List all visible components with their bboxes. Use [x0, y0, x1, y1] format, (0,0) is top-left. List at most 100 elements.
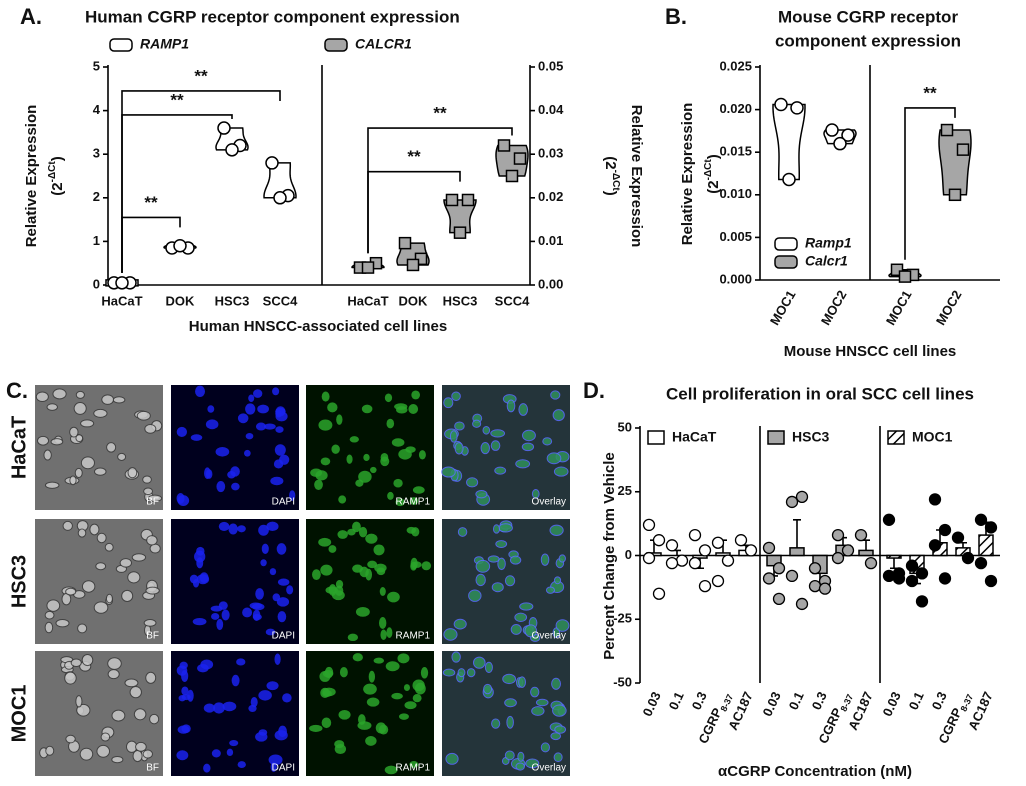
cell	[384, 765, 398, 775]
cell	[69, 475, 77, 486]
data-point	[273, 191, 287, 205]
cell	[410, 557, 418, 570]
significance-bracket	[367, 127, 513, 254]
data-point	[762, 541, 776, 554]
cell	[145, 586, 160, 595]
cell	[525, 758, 540, 769]
data-point	[928, 493, 942, 506]
image-label: Overlay	[532, 497, 566, 508]
cell	[531, 706, 545, 716]
data-point	[406, 258, 420, 272]
cell	[358, 714, 366, 725]
significance-label: **	[433, 104, 447, 123]
cell	[249, 602, 263, 609]
cell	[149, 713, 160, 725]
cell	[200, 659, 214, 670]
image-label: RAMP1	[396, 631, 431, 642]
cell	[391, 692, 403, 700]
cell	[245, 403, 256, 415]
cell	[442, 668, 456, 677]
y-axis-label: Relative Expression	[23, 105, 40, 248]
significance-label: **	[923, 83, 937, 102]
cell	[203, 763, 211, 773]
cell	[255, 588, 264, 600]
data-point	[665, 557, 679, 570]
x-tick-label: SCC4	[495, 293, 530, 308]
cell	[365, 736, 377, 746]
cell	[412, 679, 425, 692]
cell	[268, 754, 283, 766]
cell	[100, 732, 111, 742]
cell	[338, 495, 347, 504]
cell	[176, 665, 188, 676]
legend-label: MOC1	[912, 429, 953, 445]
data-point	[905, 559, 919, 572]
image-label: RAMP1	[396, 763, 431, 774]
cell	[347, 633, 359, 642]
cell	[483, 683, 493, 695]
micrograph	[35, 519, 163, 644]
cell	[205, 469, 213, 479]
legend-label: HSC3	[792, 429, 830, 445]
cell	[75, 695, 83, 708]
cell	[218, 521, 230, 531]
y-tick-label: 0.025	[719, 58, 752, 73]
data-point	[461, 193, 475, 207]
cell	[250, 697, 258, 708]
cell	[510, 624, 522, 635]
y-tick-label: 0	[93, 276, 100, 291]
axis-label-part: (2	[602, 156, 619, 169]
cell	[274, 444, 286, 456]
data-point	[688, 528, 702, 542]
cell	[468, 589, 482, 602]
cell	[514, 612, 528, 622]
cell	[272, 593, 281, 602]
cell	[314, 479, 323, 490]
data-point	[795, 597, 809, 611]
data-point	[984, 574, 998, 588]
legend-swatch	[647, 430, 665, 445]
cell	[451, 651, 461, 663]
cell	[77, 528, 87, 538]
legend-label: Calcr1	[805, 253, 848, 269]
significance-label: **	[144, 193, 158, 212]
data-point	[915, 595, 929, 608]
cell	[52, 388, 67, 400]
cell	[490, 440, 501, 451]
row-label: HaCaT	[8, 416, 30, 479]
micrograph	[171, 519, 299, 644]
cell	[515, 762, 525, 771]
cell	[270, 476, 284, 486]
cell	[457, 527, 468, 537]
cell	[519, 602, 534, 611]
image-label: BF	[146, 631, 159, 642]
cell	[44, 481, 60, 489]
cell	[121, 589, 134, 603]
y-axis-label: Percent Change from Vehicle	[601, 452, 618, 660]
x-tick-label: MOC1	[883, 288, 915, 328]
cell	[133, 708, 147, 721]
cell	[540, 742, 550, 753]
axis-label-sup: -ΔCt	[610, 170, 621, 192]
cell	[374, 563, 387, 573]
cell	[205, 419, 219, 430]
row-label: MOC1	[8, 685, 30, 743]
data-point	[795, 490, 809, 504]
image-label: RAMP1	[396, 497, 431, 508]
axis-label-part: (2	[49, 182, 66, 195]
cell	[222, 701, 237, 712]
cell	[549, 524, 564, 536]
data-point	[948, 188, 962, 202]
cell	[472, 656, 486, 669]
cell	[65, 734, 76, 744]
cell	[553, 752, 563, 763]
cell	[339, 666, 348, 678]
x-tick-label: HSC3	[215, 293, 250, 308]
significance-label: **	[170, 90, 184, 109]
cell	[245, 433, 254, 440]
cell	[216, 618, 224, 631]
image-label: BF	[146, 763, 159, 774]
data-point	[774, 97, 788, 112]
cell	[244, 449, 251, 457]
cell	[553, 576, 562, 585]
